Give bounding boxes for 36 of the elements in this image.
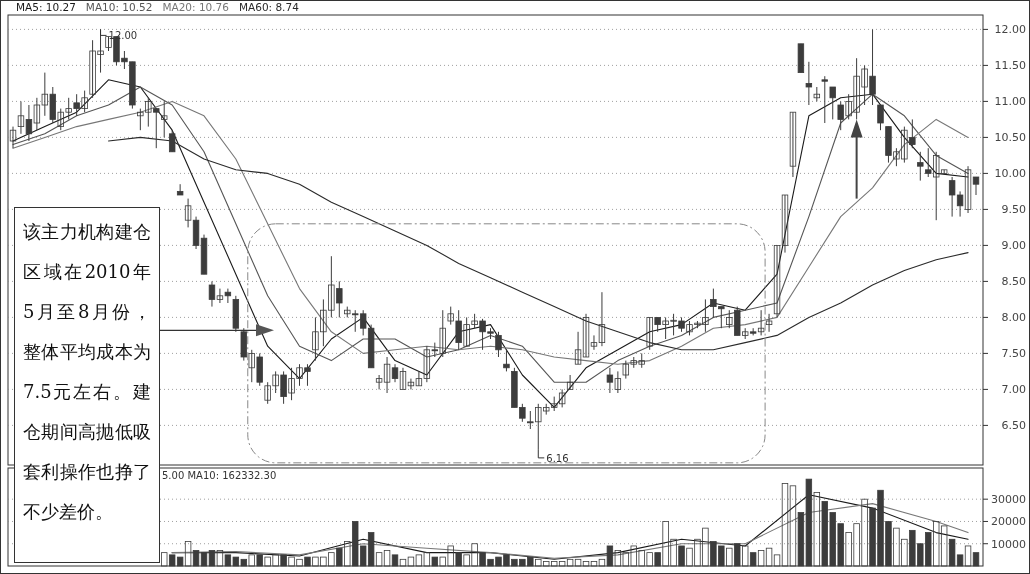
- candlestick: [821, 75, 828, 124]
- y-tick-label: 30000: [991, 493, 1026, 507]
- candlestick: [161, 100, 168, 138]
- y-tick-label: 6.50: [1001, 419, 1026, 433]
- candlestick: [495, 331, 502, 358]
- annotation: 5.00 MA10: 162332.30: [162, 470, 277, 481]
- y-tick-label: 7.50: [1001, 347, 1026, 361]
- y-tick-label: 10.50: [994, 131, 1026, 145]
- candlestick: [829, 86, 836, 120]
- candlestick: [566, 374, 574, 390]
- y-tick-label: 10000: [991, 537, 1026, 551]
- candlestick: [176, 183, 184, 196]
- annotation: 6.16: [546, 452, 569, 464]
- line-series: [171, 503, 969, 559]
- candlestick: [789, 111, 797, 178]
- y-tick-label: 11.00: [994, 95, 1026, 109]
- y-tick-label: 12.00: [994, 23, 1026, 37]
- candlestick: [972, 176, 980, 196]
- y-tick-label: 8.50: [1001, 275, 1026, 289]
- candlestick: [503, 349, 510, 372]
- legend: MA5: 10.27 MA10: 10.52 MA20: 10.76 MA60: 8.74: [16, 1, 299, 13]
- candlestick: [877, 104, 884, 131]
- candlestick: [781, 194, 789, 254]
- candlestick: [773, 244, 781, 318]
- annotation: 该主力机构建仓区域在2010年5月至8月份，整体平均成本为7.5元左右。建仓期间高抛低吸套利操作也挣了不少差价。: [14, 207, 160, 563]
- y-tick-label: 10.00: [994, 167, 1026, 181]
- y-tick-label: 9.50: [1001, 203, 1026, 217]
- candlestick: [805, 61, 813, 106]
- y-tick-label: 9.00: [1001, 239, 1026, 253]
- y-tick-label: 7.00: [1001, 383, 1026, 397]
- y-tick-label: 20000: [991, 515, 1026, 529]
- candlestick: [168, 129, 176, 153]
- candlestick: [765, 313, 773, 333]
- candlestick: [917, 151, 924, 182]
- y-tick-label: 8.00: [1001, 311, 1026, 325]
- y-tick-label: 11.50: [994, 59, 1026, 73]
